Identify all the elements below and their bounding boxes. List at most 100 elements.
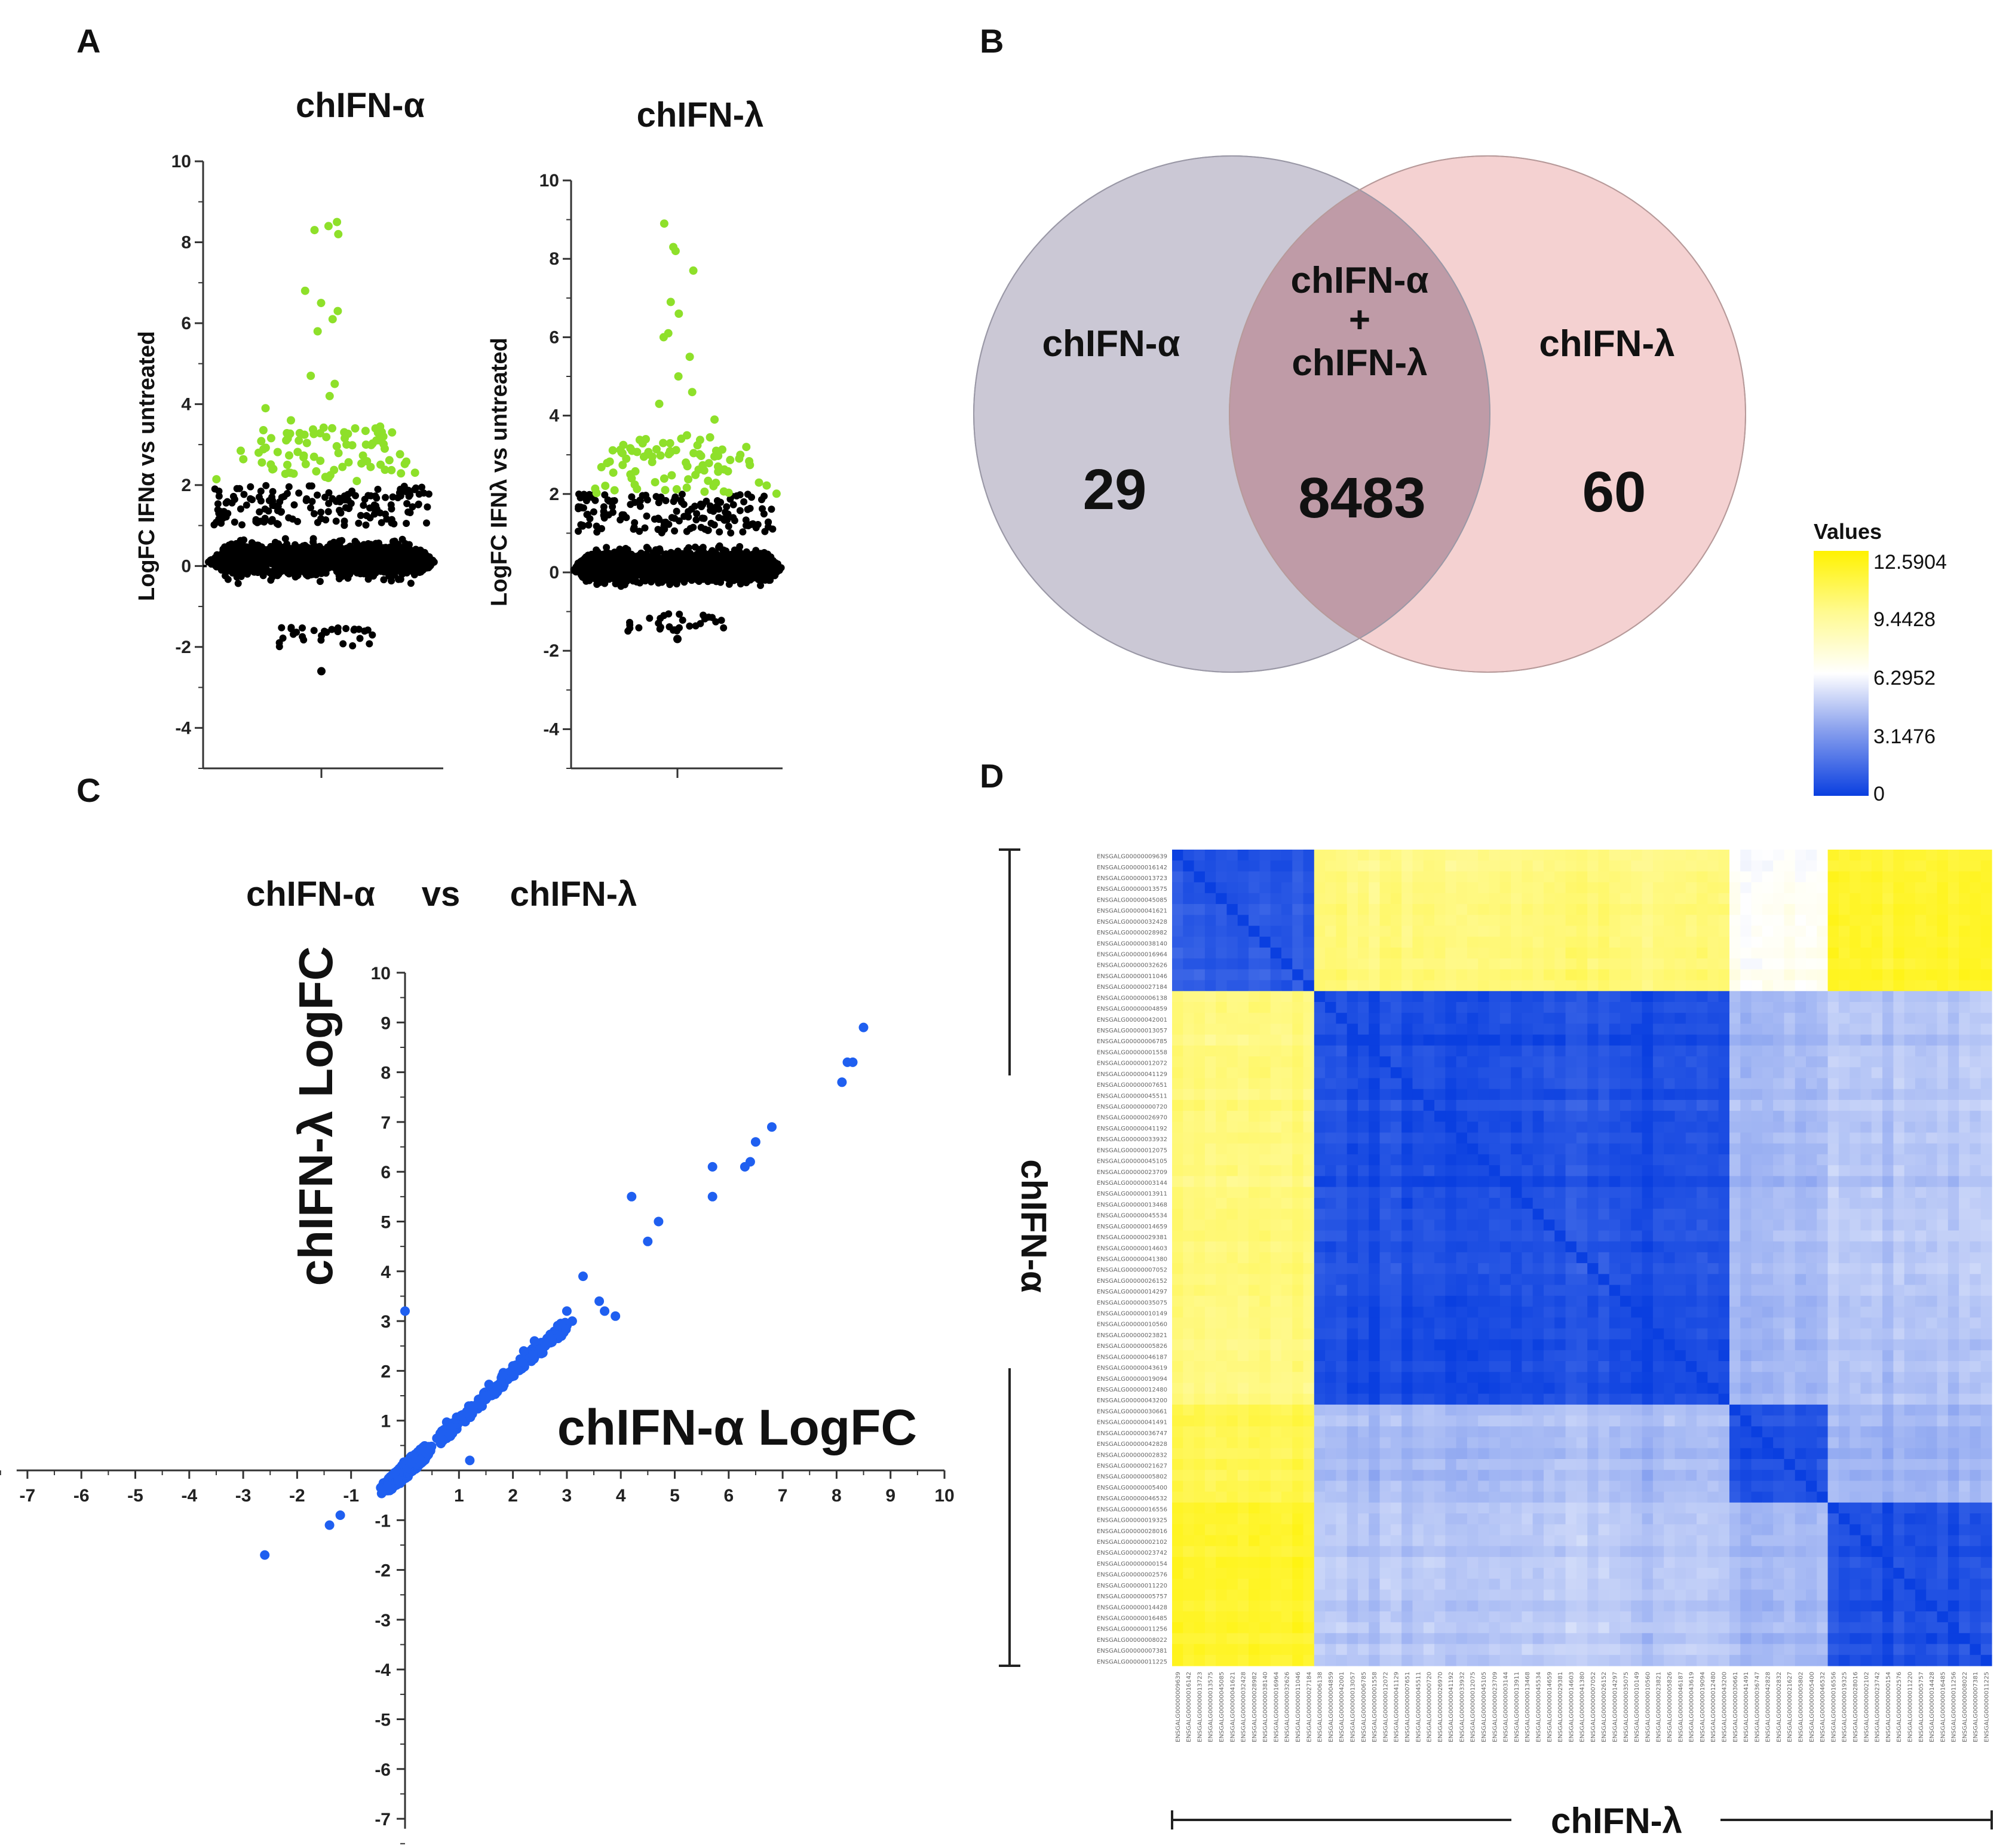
significant-dot (704, 459, 713, 468)
dot (619, 556, 627, 564)
significant-dot (660, 474, 668, 483)
dot (633, 554, 641, 562)
significant-dot (357, 459, 366, 468)
significant-dot (330, 379, 339, 388)
panel-a-alpha: chIFN-α LogFC IFNα vs untreated 1086420-… (134, 86, 443, 778)
dot (255, 556, 262, 564)
dot (716, 528, 723, 536)
dot (210, 521, 218, 529)
y-tick-label: 2 (181, 476, 191, 495)
dot (270, 569, 278, 576)
c-x-tick-label: -6 (73, 1486, 90, 1506)
dot (349, 642, 357, 649)
dot (683, 528, 691, 535)
dot (364, 492, 372, 499)
dot (646, 614, 654, 622)
significant-dot (661, 486, 670, 495)
significant-dot (344, 458, 353, 467)
significant-dot (283, 461, 292, 469)
dot (765, 559, 772, 566)
significant-dot (631, 467, 640, 476)
significant-dot (638, 439, 647, 448)
panel-a-lambda: chIFN-λ LogFC IFNλ vs untreated 1086420-… (487, 96, 785, 778)
venn-lambda-count: 60 (1582, 460, 1646, 524)
dot (255, 494, 263, 501)
dot (247, 495, 254, 502)
dot-min (673, 635, 682, 643)
significant-dot (608, 446, 617, 455)
dot (346, 543, 354, 550)
dot (295, 489, 303, 497)
significant-dot (719, 487, 728, 496)
dot (247, 483, 254, 491)
dot (228, 540, 235, 548)
dot (375, 554, 382, 561)
dot (292, 568, 300, 575)
significant-dot (674, 309, 683, 318)
dot (299, 633, 306, 640)
dot (237, 505, 244, 513)
dot (765, 568, 773, 575)
significant-dot (395, 450, 404, 459)
dot (308, 482, 315, 490)
dot (660, 573, 668, 581)
significant-dot (212, 475, 221, 484)
dot (735, 548, 743, 556)
dot (360, 501, 367, 509)
dot (394, 494, 401, 501)
dot (575, 528, 582, 535)
dot (341, 522, 348, 529)
significant-dot (689, 266, 698, 275)
significant-dot (609, 468, 618, 477)
dot (256, 508, 263, 516)
dot (655, 579, 663, 587)
dot (619, 565, 627, 572)
dot (749, 553, 757, 561)
significant-dot (745, 457, 754, 465)
significant-dot (310, 226, 319, 235)
dot (209, 559, 217, 566)
dot (278, 624, 286, 632)
panel-c-xlabel: chIFN-α LogFC (557, 1399, 917, 1455)
significant-dot (659, 333, 668, 342)
dot (704, 526, 712, 534)
legend-tick-max: 12.5904 (1873, 551, 1947, 574)
y-tick-label: 4 (181, 394, 191, 414)
dot (761, 528, 769, 535)
significant-dot (711, 479, 720, 488)
dot (622, 514, 630, 522)
panel-a-lambda-title: chIFN-λ (637, 96, 764, 134)
venn-overlap-label-1: chIFN-α (1291, 260, 1429, 301)
c-x-tick-label: 1 (454, 1486, 464, 1506)
significant-dot (259, 426, 268, 434)
c-y-tick-label: 7 (381, 1113, 391, 1133)
significant-dot (762, 481, 771, 490)
dot (669, 568, 677, 576)
significant-dot (361, 440, 370, 449)
dot (238, 521, 246, 529)
significant-dot (324, 222, 333, 231)
dot (689, 560, 697, 568)
significant-dot (700, 488, 709, 496)
y-tick-label: -2 (175, 638, 191, 657)
panel-c: C chIFN-α vs chIFN-λ chIFN-α LogFC chIFN… (0, 771, 955, 1844)
significant-dot (328, 424, 336, 433)
significant-dot (330, 465, 339, 474)
dot (275, 639, 283, 646)
dot (643, 512, 651, 520)
dot (222, 499, 230, 507)
dot (658, 529, 665, 537)
c-x-tick-label: 10 (934, 1486, 954, 1506)
significant-dot (375, 436, 384, 445)
c-y-tick-label: 10 (371, 964, 391, 983)
dot (336, 507, 343, 514)
dot (692, 516, 700, 523)
dot (720, 516, 728, 524)
dot (240, 491, 248, 498)
dot (651, 515, 658, 523)
legend-tick-mid: 6.2952 (1873, 667, 1936, 689)
significant-dot (618, 449, 627, 458)
dot (252, 518, 260, 525)
dot (405, 541, 413, 549)
